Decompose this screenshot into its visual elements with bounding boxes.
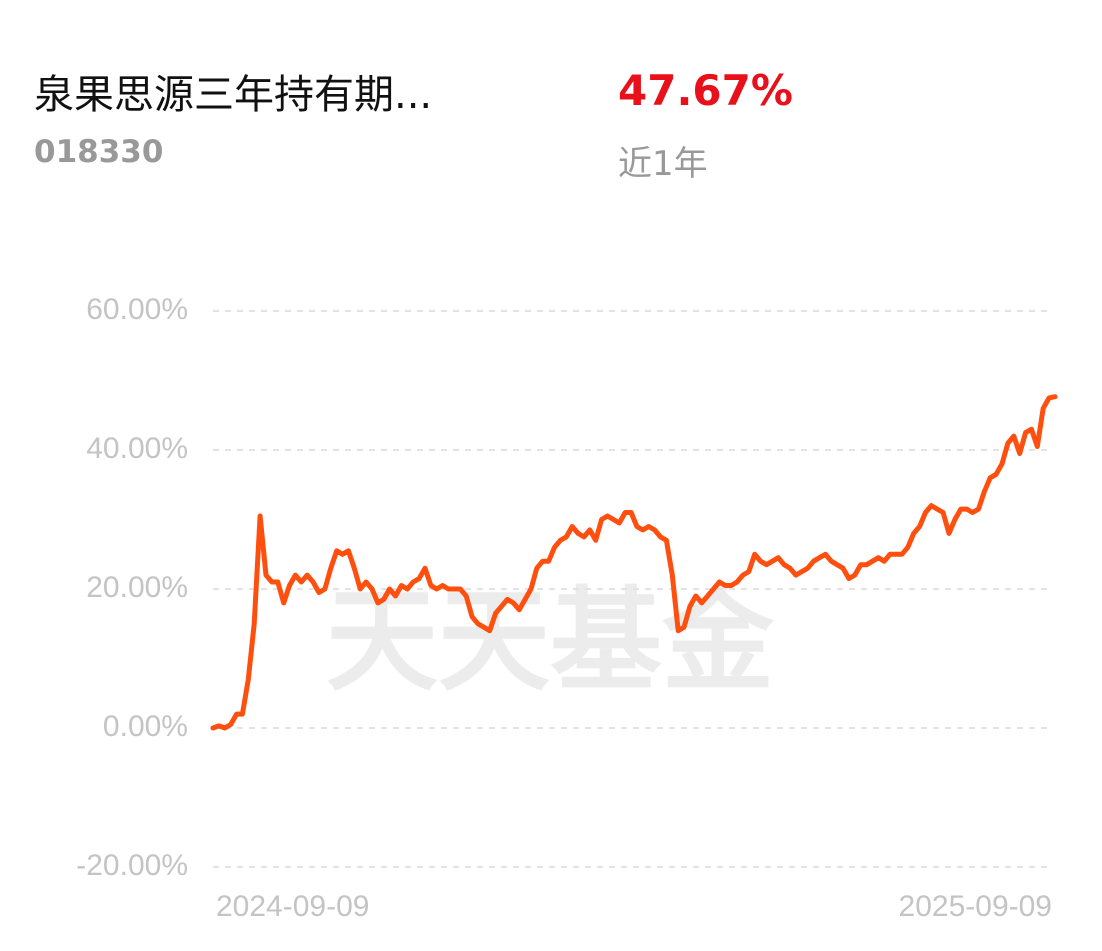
fund-return: 47.67% [618, 66, 793, 115]
x-tick-label: 2024-09-09 [216, 890, 369, 923]
y-tick-label: 40.00% [86, 432, 188, 465]
x-tick-label: 2025-09-09 [899, 890, 1052, 923]
nav-line [210, 394, 1058, 731]
watermark: 天天基金 [326, 575, 775, 706]
y-tick-label: 0.00% [103, 710, 188, 743]
fund-name: 泉果思源三年持有期... [34, 72, 433, 118]
y-tick-label: 60.00% [86, 293, 188, 326]
return-period: 近1年 [618, 144, 708, 184]
fund-code: 018330 [34, 134, 164, 170]
y-tick-label: 20.00% [86, 571, 188, 604]
y-tick-label: -20.00% [76, 849, 188, 882]
